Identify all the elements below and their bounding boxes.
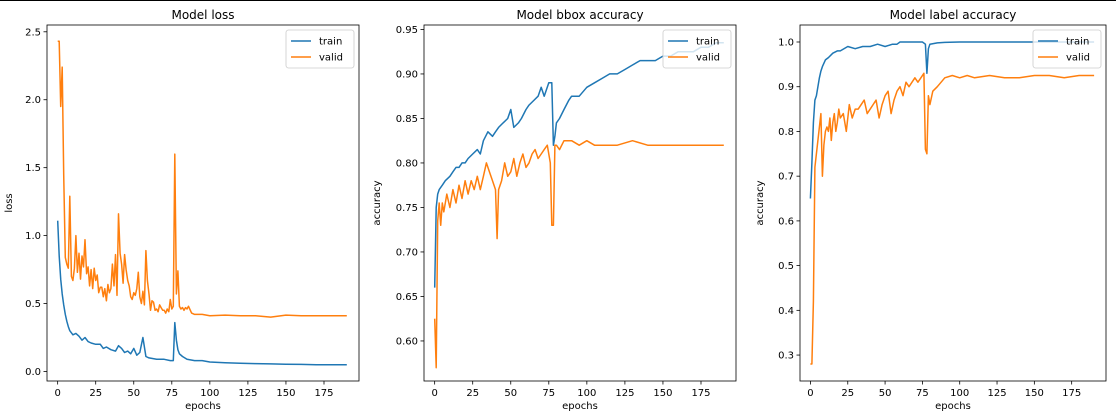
x-tick-label: 50 <box>879 388 892 399</box>
x-tick-label: 0 <box>807 388 813 399</box>
x-tick-label: 100 <box>577 388 596 399</box>
y-axis-label: accuracy <box>755 180 766 225</box>
x-tick-label: 175 <box>691 388 710 399</box>
y-tick-label: 0.5 <box>25 299 41 310</box>
x-tick-label: 125 <box>987 388 1006 399</box>
x-tick-label: 150 <box>1025 388 1044 399</box>
y-tick-label: 1.0 <box>25 231 41 242</box>
y-tick-label: 0.85 <box>396 114 418 125</box>
chart-title: Model loss <box>171 8 234 22</box>
series-line-valid <box>433 139 724 369</box>
y-tick-label: 0.6 <box>778 216 794 227</box>
x-tick-label: 0 <box>54 388 60 399</box>
y-tick-label: 1.5 <box>25 163 41 174</box>
x-axis-label: epochs <box>562 401 598 412</box>
y-tick-label: 2.5 <box>25 27 41 38</box>
legend-box <box>662 29 732 69</box>
y-tick-label: 0.9 <box>778 82 794 93</box>
plot-frame <box>46 24 360 382</box>
y-tick-label: 0.90 <box>396 69 418 80</box>
x-tick-label: 125 <box>615 388 634 399</box>
legend-label-train: train <box>696 37 719 48</box>
chart-panel-3: 0 25 50 75 100 125 150 175 0.3 0.4 0.5 0.6 0.7 0.8 0.9… <box>755 8 1107 412</box>
legend-box <box>1032 29 1102 69</box>
y-tick-label: 0.95 <box>396 25 418 36</box>
y-tick-label: 1.0 <box>778 37 794 48</box>
y-tick-label: 0.70 <box>396 247 418 258</box>
y-tick-label: 0.80 <box>396 158 418 169</box>
chart-panel-2: 0 25 50 75 100 125 150 175 0.60 0.65 0.70 0.75 0.80 0… <box>372 8 737 412</box>
y-axis-label: accuracy <box>372 180 383 225</box>
y-axis-label: loss <box>4 193 15 212</box>
x-tick-label: 25 <box>466 388 479 399</box>
x-tick-label: 75 <box>165 388 178 399</box>
x-tick-label: 75 <box>542 388 555 399</box>
x-tick-label: 25 <box>89 388 102 399</box>
y-tick-label: 0.8 <box>778 127 794 138</box>
legend-label-valid: valid <box>1066 53 1090 64</box>
legend-box <box>285 29 355 69</box>
y-tick-label: 0.3 <box>778 351 794 362</box>
top-border-line <box>0 0 1116 1</box>
y-tick-label: 2.0 <box>25 95 41 106</box>
x-tick-label: 125 <box>238 388 257 399</box>
x-tick-label: 175 <box>314 388 333 399</box>
y-tick-label: 0.4 <box>778 306 794 317</box>
x-tick-label: 75 <box>916 388 929 399</box>
y-tick-label: 0.75 <box>396 203 418 214</box>
chart-title: Model label accuracy <box>890 8 1017 22</box>
x-axis-label: epochs <box>935 401 971 412</box>
legend-label-valid: valid <box>696 53 720 64</box>
y-tick-label: 0.7 <box>778 172 794 183</box>
series-line-train <box>433 42 724 288</box>
x-tick-label: 100 <box>950 388 969 399</box>
x-tick-label: 100 <box>200 388 219 399</box>
x-axis-label: epochs <box>185 401 221 412</box>
series-line-valid <box>810 72 1095 365</box>
legend-label-train: train <box>319 37 342 48</box>
x-tick-label: 175 <box>1062 388 1081 399</box>
plot-frame <box>423 24 737 382</box>
chart-title: Model bbox accuracy <box>516 8 643 22</box>
x-tick-label: 150 <box>276 388 295 399</box>
series-line-valid <box>57 40 347 318</box>
legend-label-valid: valid <box>319 53 343 64</box>
y-tick-label: 0.0 <box>25 367 41 378</box>
y-tick-label: 0.65 <box>396 292 418 303</box>
series-line-train <box>809 41 1095 199</box>
x-tick-label: 0 <box>431 388 437 399</box>
legend-label-train: train <box>1066 37 1089 48</box>
series-line-train <box>56 220 347 366</box>
plot-frame <box>799 24 1107 382</box>
y-tick-label: 0.5 <box>778 261 794 272</box>
chart-panel-1: 0 25 50 75 100 125 150 175 0.0 0.5 1.0 1.5 2.0 2.5 Mod… <box>4 8 360 412</box>
x-tick-label: 25 <box>841 388 854 399</box>
x-tick-label: 50 <box>127 388 140 399</box>
x-tick-label: 150 <box>653 388 672 399</box>
y-tick-label: 0.60 <box>396 336 418 347</box>
x-tick-label: 50 <box>504 388 517 399</box>
